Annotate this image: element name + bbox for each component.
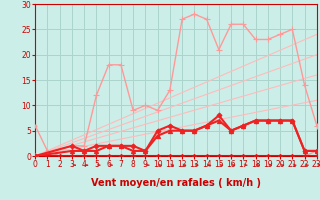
X-axis label: Vent moyen/en rafales ( km/h ): Vent moyen/en rafales ( km/h ) [91, 178, 261, 188]
